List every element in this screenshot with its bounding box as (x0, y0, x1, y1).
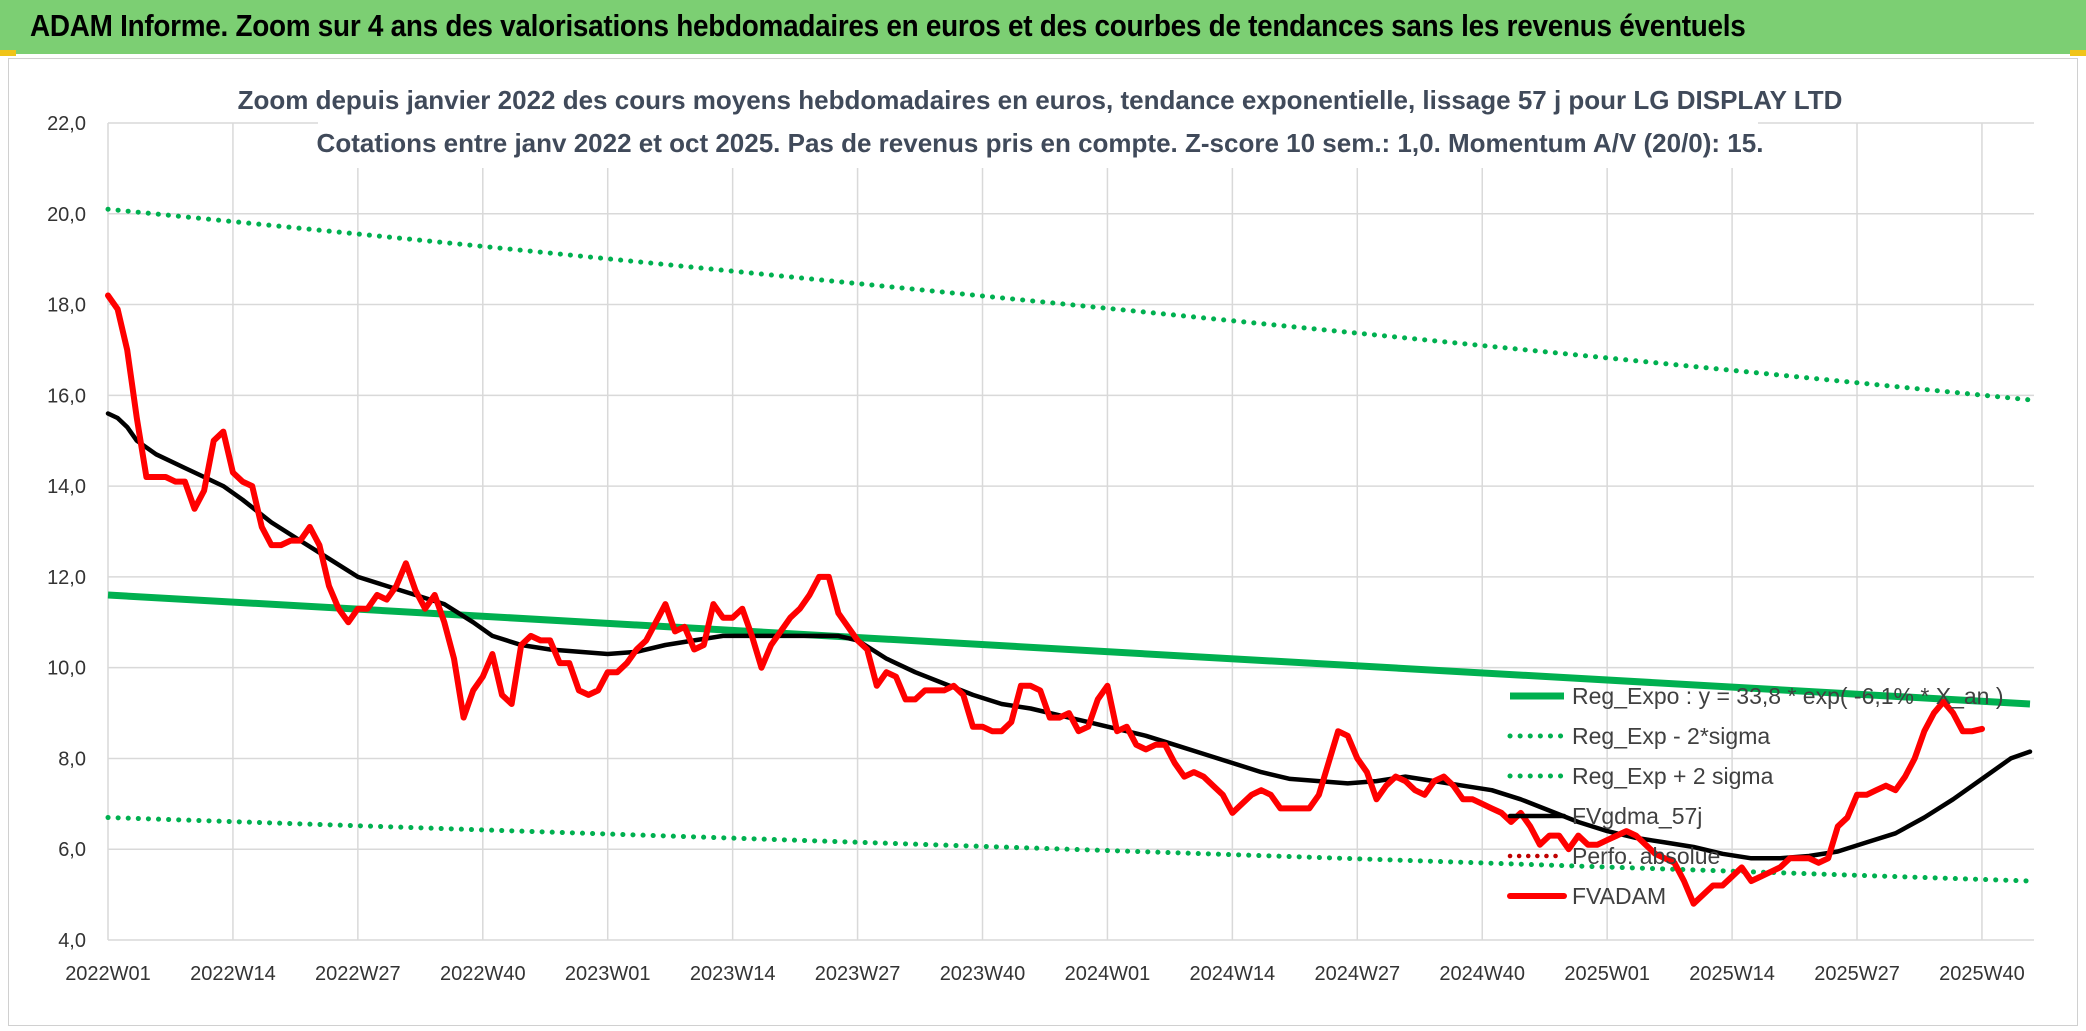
x-tick-label: 2022W14 (190, 963, 276, 985)
report-title: ADAM Informe. Zoom sur 4 ans des valoris… (30, 8, 1746, 43)
y-tick-label: 8,0 (58, 748, 86, 770)
y-tick-label: 14,0 (47, 476, 86, 498)
series-reg-exp-2-sigma-line (105, 815, 2033, 884)
chart-subtitle: Cotations entre janv 2022 et oct 2025. P… (317, 128, 1764, 158)
legend-label-2: Reg_Exp - 2*sigma (1572, 723, 1770, 749)
y-tick-label: 18,0 (47, 295, 86, 317)
chart-title: Zoom depuis janvier 2022 des cours moyen… (238, 85, 1843, 115)
x-tick-label: 2023W14 (690, 963, 776, 985)
title-background (318, 78, 1758, 168)
x-tick-label: 2022W01 (65, 963, 151, 985)
x-tick-label: 2025W14 (1689, 963, 1775, 985)
series-fvgdma-57j-line (105, 411, 2033, 861)
x-tick-label: 2025W27 (1814, 963, 1900, 985)
x-tick-label: 2025W40 (1939, 963, 2025, 985)
chart-frame (8, 58, 2078, 1026)
chart-series (105, 206, 2033, 907)
legend-label-3: Reg_Exp + 2 sigma (1572, 763, 1774, 789)
x-tick-label: 2024W40 (1439, 963, 1525, 985)
x-tick-label: 2024W14 (1190, 963, 1276, 985)
series-reg-exp-2-sigma-line (105, 206, 2033, 403)
chart-grid (107, 122, 2034, 941)
banner-corner-left (0, 50, 16, 56)
chart-title-block: Zoom depuis janvier 2022 des cours moyen… (238, 78, 1843, 168)
x-tick-label: 2023W01 (565, 963, 651, 985)
chart-axes: 22,0 20,0 18,0 16,0 14,0 12,0 10,0 8,0 6,0 4,0 202… (47, 113, 2025, 985)
y-tick-label: 16,0 (47, 385, 86, 407)
series-reg-expo-y-33-8-exp-6-1-x-an-line (107, 591, 2031, 708)
y-tick-label: 22,0 (47, 113, 86, 135)
legend-label-5: Perfo. absolue (1572, 843, 1720, 869)
y-tick-label: 20,0 (47, 204, 86, 226)
x-tick-label: 2023W27 (815, 963, 901, 985)
x-tick-label: 2024W01 (1065, 963, 1151, 985)
banner-corner-right (2070, 50, 2086, 56)
y-tick-label: 6,0 (58, 839, 86, 861)
x-tick-label: 2022W27 (315, 963, 401, 985)
chart-legend: Reg_Expo : y = 33,8 * exp( -6,1% * X_an … (1507, 683, 2004, 909)
report-banner: ADAM Informe. Zoom sur 4 ans des valoris… (0, 0, 2086, 54)
series-fvadam-line (105, 292, 1985, 907)
y-tick-label: 10,0 (47, 658, 86, 680)
y-tick-label: 4,0 (58, 930, 86, 952)
x-tick-label: 2024W27 (1314, 963, 1400, 985)
legend-label-1: Reg_Expo : y = 33,8 * exp( -6,1% * X_an … (1572, 683, 2004, 709)
legend-label-4: FVgdma_57j (1572, 803, 1702, 829)
x-tick-label: 2023W40 (940, 963, 1026, 985)
legend-label-6: FVADAM (1572, 883, 1666, 909)
y-tick-label: 12,0 (47, 567, 86, 589)
x-tick-label: 2022W40 (440, 963, 526, 985)
x-tick-label: 2025W01 (1564, 963, 1650, 985)
